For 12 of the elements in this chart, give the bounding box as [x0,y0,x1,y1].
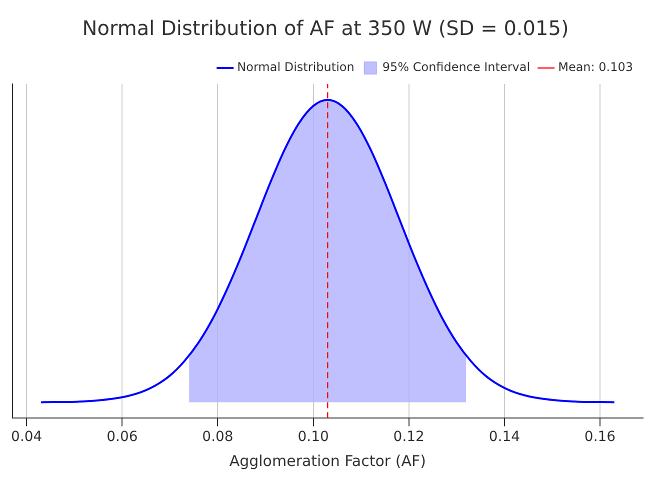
legend-label: Normal Distribution [237,60,354,74]
x-tick-label: 0.12 [393,429,424,446]
x-tick-label: 0.04 [11,429,42,446]
x-tick-label: 0.10 [298,429,329,446]
chart-title: Normal Distribution of AF at 350 W (SD = 0.015) [82,16,569,40]
legend-label: Mean: 0.103 [558,60,633,74]
x-tick-label: 0.14 [488,429,520,446]
x-tick-label: 0.16 [584,429,616,446]
x-axis-title: Agglomeration Factor (AF) [229,452,426,470]
x-tick-label: 0.06 [106,429,138,446]
x-tick-label: 0.08 [202,429,234,446]
legend-label: 95% Confidence Interval [382,60,530,74]
